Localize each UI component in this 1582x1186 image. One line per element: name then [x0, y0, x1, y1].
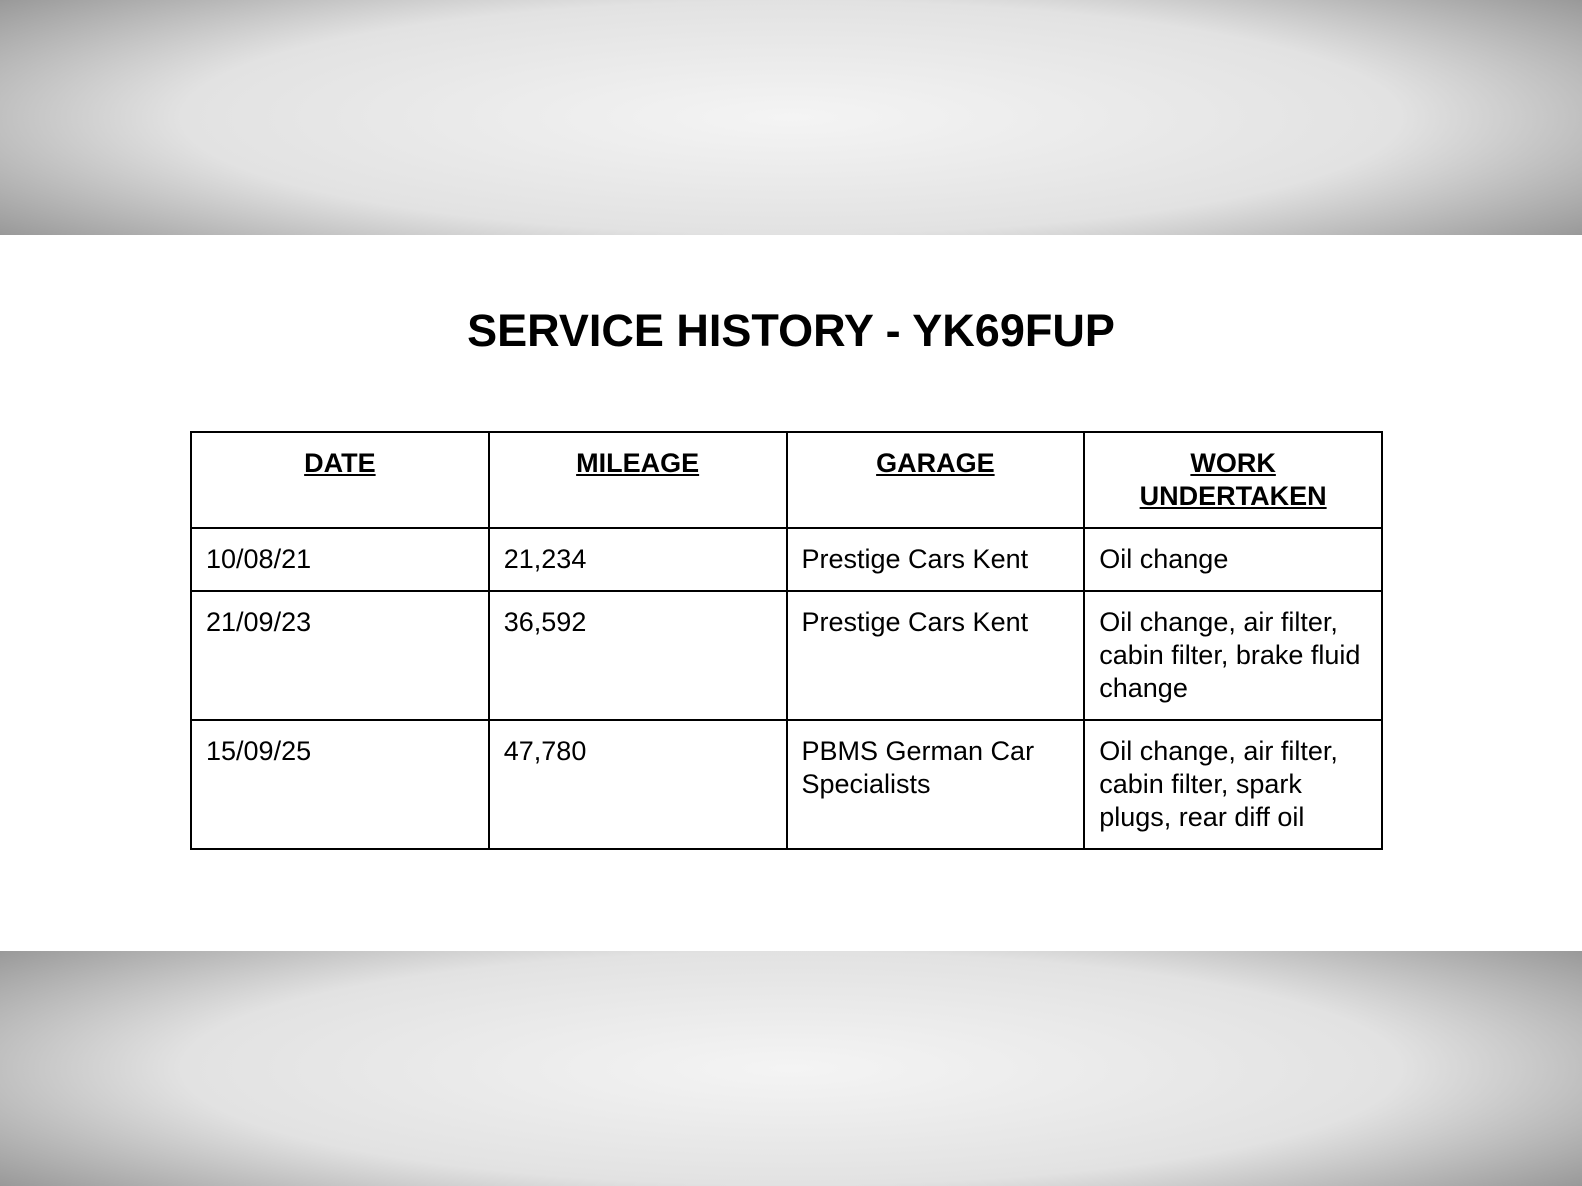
service-history-table: DATE MILEAGE GARAGE WORK UNDERTAKEN 10/0… — [190, 431, 1383, 850]
table-row: 15/09/25 47,780 PBMS German Car Speciali… — [190, 719, 1383, 850]
document-page: SERVICE HISTORY - YK69FUP DATE MILEAGE G… — [0, 235, 1582, 951]
cell-mileage: 36,592 — [487, 590, 788, 721]
cell-garage: Prestige Cars Kent — [785, 527, 1086, 592]
cell-date: 10/08/21 — [190, 527, 490, 592]
table-row: 21/09/23 36,592 Prestige Cars Kent Oil c… — [190, 590, 1383, 721]
document-title: SERVICE HISTORY - YK69FUP — [467, 305, 1115, 356]
background-vignette-top — [0, 0, 1582, 235]
table-row: 10/08/21 21,234 Prestige Cars Kent Oil c… — [190, 527, 1383, 592]
cell-work: Oil change — [1083, 527, 1383, 592]
cell-garage: Prestige Cars Kent — [785, 590, 1086, 721]
header-mileage: MILEAGE — [487, 431, 788, 529]
cell-mileage: 47,780 — [487, 719, 788, 850]
header-work-undertaken: WORK UNDERTAKEN — [1083, 431, 1383, 529]
background-vignette-bottom — [0, 951, 1582, 1186]
cell-garage: PBMS German Car Specialists — [785, 719, 1086, 850]
table-header-row: DATE MILEAGE GARAGE WORK UNDERTAKEN — [190, 431, 1383, 529]
header-garage: GARAGE — [785, 431, 1086, 529]
cell-work: Oil change, air filter, cabin filter, br… — [1083, 590, 1383, 721]
cell-date: 21/09/23 — [190, 590, 490, 721]
header-date: DATE — [190, 431, 490, 529]
cell-work: Oil change, air filter, cabin filter, sp… — [1083, 719, 1383, 850]
cell-date: 15/09/25 — [190, 719, 490, 850]
cell-mileage: 21,234 — [487, 527, 788, 592]
